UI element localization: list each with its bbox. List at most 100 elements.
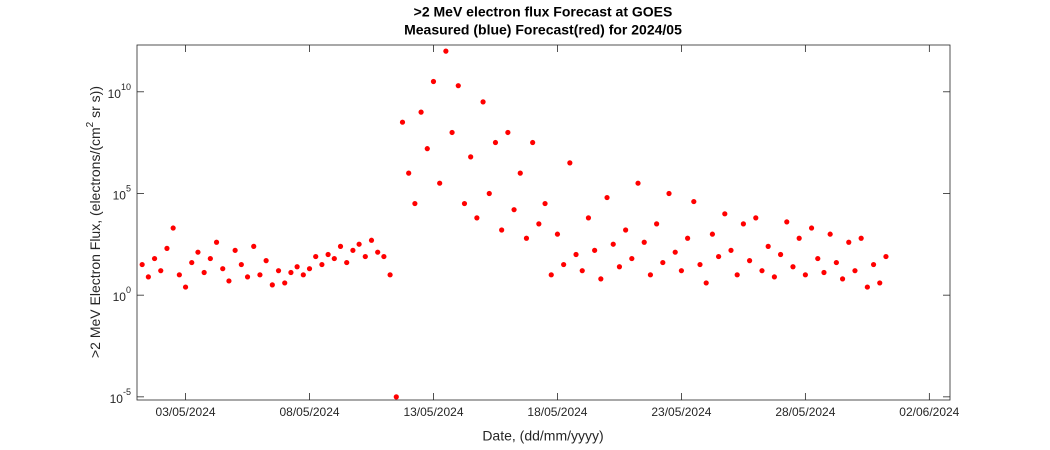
point xyxy=(777,251,784,258)
y-axis-label-sup: 2 xyxy=(85,121,96,127)
point xyxy=(511,207,517,213)
point xyxy=(468,154,474,160)
point xyxy=(734,272,740,278)
point xyxy=(393,394,399,400)
point xyxy=(139,261,145,268)
point xyxy=(461,200,468,207)
point xyxy=(554,231,561,237)
x-tick-label: 13/05/2024 xyxy=(403,405,463,419)
y-axis-label-main: >2 MeV Electron Flux, (electrons/(cm xyxy=(87,127,103,358)
y-tick-label: 10-5 xyxy=(110,387,131,406)
point xyxy=(282,280,288,286)
point xyxy=(170,225,176,231)
point xyxy=(703,280,709,286)
point xyxy=(517,170,523,176)
x-tick-label: 18/05/2024 xyxy=(527,405,587,419)
point xyxy=(294,264,300,270)
point xyxy=(858,235,864,241)
chart-title: >2 MeV electron flux Forecast at GOES xyxy=(414,4,673,20)
point xyxy=(195,249,201,255)
point xyxy=(319,261,325,268)
point xyxy=(232,247,238,253)
point xyxy=(784,219,790,225)
point xyxy=(846,239,852,245)
y-tick-base: 10 xyxy=(108,87,122,101)
point xyxy=(288,269,294,276)
point xyxy=(145,274,151,280)
y-tick-exponent: 10 xyxy=(121,82,131,92)
x-tick-label: 23/05/2024 xyxy=(651,405,711,419)
point xyxy=(561,261,567,268)
point xyxy=(530,139,536,146)
point xyxy=(740,221,746,227)
x-tick-label: 02/06/2024 xyxy=(899,405,959,419)
point xyxy=(715,253,722,260)
point xyxy=(176,272,182,278)
point xyxy=(350,247,356,253)
point xyxy=(269,282,275,288)
point xyxy=(709,231,716,237)
point xyxy=(325,251,331,258)
point xyxy=(746,258,753,264)
point xyxy=(300,272,306,278)
point xyxy=(207,255,213,262)
point xyxy=(368,237,375,243)
point xyxy=(610,241,616,247)
plot-frame xyxy=(136,44,951,401)
point xyxy=(660,259,666,266)
point xyxy=(449,129,455,136)
point xyxy=(573,251,579,258)
point xyxy=(654,221,660,227)
point xyxy=(474,215,480,221)
point xyxy=(821,269,827,276)
point xyxy=(765,243,771,249)
point xyxy=(722,211,728,217)
point xyxy=(672,249,678,255)
point xyxy=(263,258,269,264)
y-axis-label-end: sr s)) xyxy=(87,86,103,122)
point xyxy=(796,235,802,241)
y-tick-base: 10 xyxy=(110,392,124,406)
point xyxy=(424,146,430,152)
point xyxy=(220,266,226,272)
point xyxy=(406,170,412,176)
point xyxy=(852,268,858,274)
y-axis-label: >2 MeV Electron Flux, (electrons/(cm2 sr… xyxy=(85,86,103,358)
point xyxy=(666,190,672,197)
point xyxy=(362,253,368,260)
point xyxy=(201,269,207,276)
point xyxy=(623,227,629,233)
y-tick-label: 1010 xyxy=(108,82,131,101)
point xyxy=(213,239,220,245)
point xyxy=(827,231,833,237)
point xyxy=(257,272,263,278)
point xyxy=(685,235,691,241)
x-tick-label: 08/05/2024 xyxy=(279,405,339,419)
point xyxy=(790,264,796,270)
point xyxy=(567,160,573,166)
point xyxy=(306,266,313,272)
point xyxy=(455,83,461,89)
point xyxy=(883,253,889,260)
y-tick-exponent: -5 xyxy=(123,387,131,397)
point xyxy=(387,272,393,278)
point xyxy=(437,180,443,186)
y-tick-base: 10 xyxy=(113,189,127,203)
point xyxy=(604,194,610,201)
point xyxy=(337,243,344,249)
point xyxy=(759,268,765,274)
point xyxy=(399,119,406,125)
y-tick-label: 100 xyxy=(113,286,131,305)
point xyxy=(629,255,635,262)
point xyxy=(802,272,808,278)
point xyxy=(808,225,815,231)
point xyxy=(635,180,641,186)
point xyxy=(833,259,839,266)
point xyxy=(598,276,604,282)
point xyxy=(418,109,424,115)
point xyxy=(226,278,232,284)
point xyxy=(579,268,585,274)
point xyxy=(164,245,170,251)
point xyxy=(182,284,189,290)
